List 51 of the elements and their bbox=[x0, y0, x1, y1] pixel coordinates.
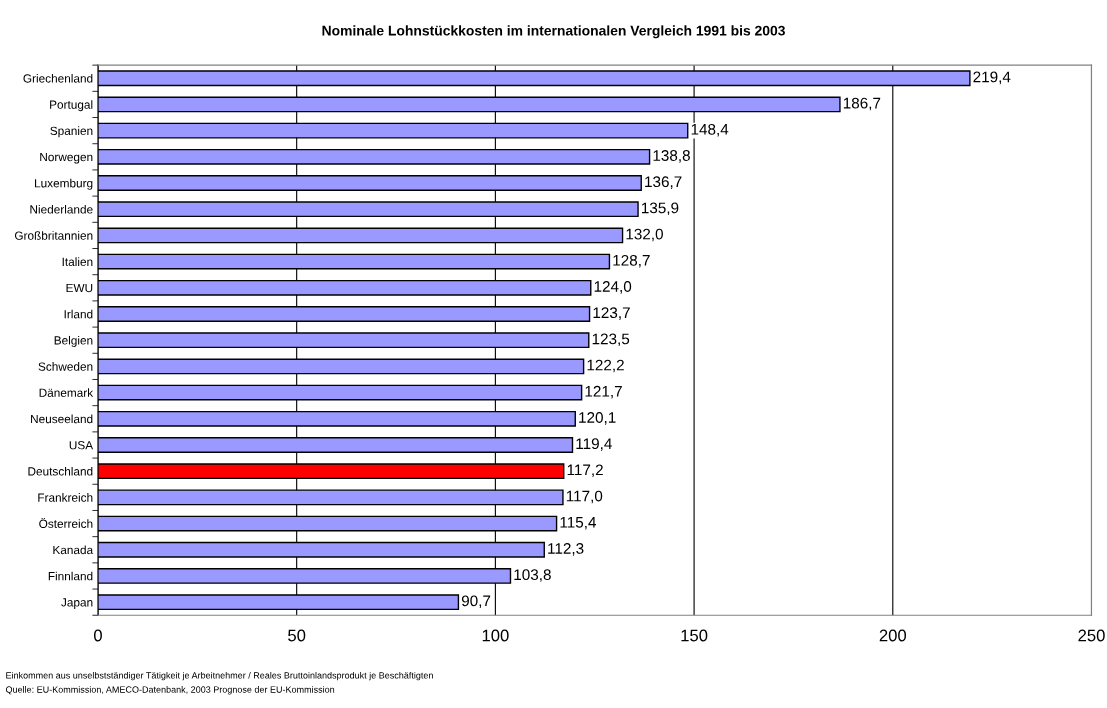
x-tick-label: 250 bbox=[1078, 629, 1105, 642]
data-label: 128,7 bbox=[613, 254, 650, 268]
data-label: 135,9 bbox=[642, 202, 679, 216]
data-label: 112,3 bbox=[548, 543, 584, 556]
y-tick-label: Irland bbox=[64, 309, 93, 319]
y-tick-label: Deutschland bbox=[28, 466, 93, 476]
data-label: 103,8 bbox=[514, 569, 551, 582]
y-tick-label: Österreich bbox=[39, 517, 93, 528]
y-tick-label: Frankreich bbox=[38, 493, 93, 502]
y-tick-label: Portugal bbox=[50, 100, 93, 112]
y-tick-label: Kanada bbox=[53, 545, 94, 555]
data-label: 90,7 bbox=[461, 595, 491, 609]
data-label: 119,4 bbox=[576, 438, 612, 451]
x-tick-label: 0 bbox=[93, 629, 102, 642]
data-label: 117,2 bbox=[567, 464, 603, 478]
x-tick-label: 150 bbox=[681, 629, 708, 642]
data-label: 123,7 bbox=[593, 307, 630, 320]
x-tick-label: 200 bbox=[879, 629, 907, 642]
data-label: 132,0 bbox=[626, 228, 663, 242]
y-tick-label: Belgien bbox=[54, 335, 93, 347]
data-label: 117,0 bbox=[566, 490, 603, 504]
data-label: 138,8 bbox=[653, 150, 690, 163]
y-tick-label: Luxemburg bbox=[35, 178, 93, 190]
data-label: 186,7 bbox=[843, 97, 881, 111]
chart-title: Nominale Lohnstückkosten im internationalen Vergleich 1991 bis 2003 bbox=[322, 25, 785, 39]
y-tick-label: Niederlande bbox=[30, 204, 93, 214]
data-label: 124,0 bbox=[594, 281, 632, 294]
text: Einkommen aus unselbstständiger Tätigkeit je Arbeitnehmer / Reales Bruttoinlandsprodukt je Beschäftigten bbox=[6, 671, 433, 681]
data-label: 136,7 bbox=[645, 176, 682, 189]
y-tick-label: Schweden bbox=[38, 362, 93, 371]
source-note: Quelle: EU-Kommission, AMECO-Datenbank, 2003 Prognose der EU-Kommission bbox=[5, 686, 335, 695]
data-label: 123,5 bbox=[592, 333, 630, 347]
data-label: 120,1 bbox=[579, 412, 616, 425]
data-label: 121,7 bbox=[585, 385, 622, 399]
y-tick-label: Finnland bbox=[48, 571, 93, 581]
y-tick-label: USA bbox=[69, 441, 94, 450]
data-label: 115,4 bbox=[560, 517, 597, 530]
y-tick-label: Dänemark bbox=[39, 388, 94, 397]
y-tick-label: EWU bbox=[66, 283, 93, 293]
y-tick-label: Italien bbox=[62, 257, 93, 266]
y-tick-label: Griechenland bbox=[23, 73, 93, 83]
y-tick-label: Japan bbox=[61, 598, 93, 609]
data-label: 148,4 bbox=[691, 123, 729, 137]
y-tick-label: Spanien bbox=[50, 126, 93, 138]
x-tick-label: 100 bbox=[482, 629, 509, 642]
data-label: 219,4 bbox=[973, 71, 1011, 85]
y-tick-label: Neuseeland bbox=[31, 414, 93, 424]
y-tick-label: Großbritannien bbox=[14, 231, 93, 240]
y-tick-label: Norwegen bbox=[40, 152, 93, 164]
data-label: 122,2 bbox=[587, 359, 624, 373]
x-tick-label: 50 bbox=[288, 629, 306, 642]
